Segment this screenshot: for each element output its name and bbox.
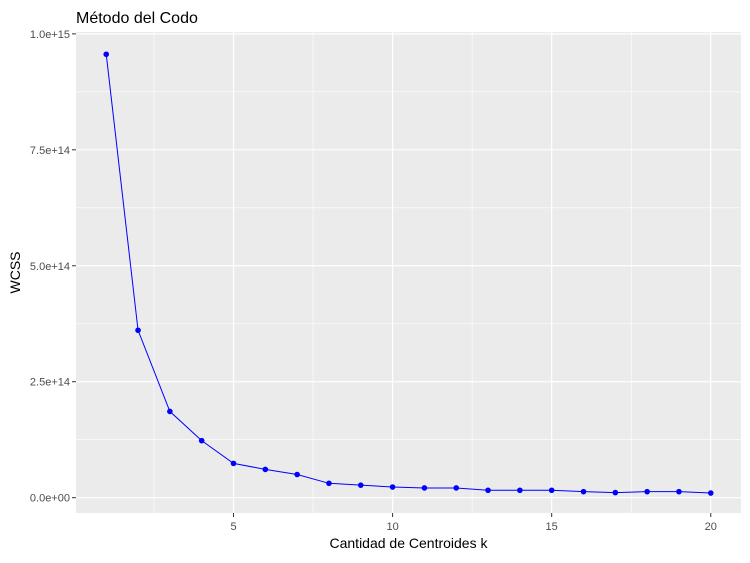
data-point	[485, 487, 491, 494]
data-point	[294, 471, 300, 478]
y-tick-label: 2.5e+14	[30, 377, 70, 389]
data-point	[676, 488, 682, 495]
y-tick-label: 0.0e+00	[30, 493, 70, 505]
data-series	[103, 51, 714, 496]
data-point	[612, 489, 619, 496]
data-point	[167, 408, 173, 415]
x-tick-label: 15	[546, 521, 558, 533]
data-point	[421, 485, 428, 491]
data-point	[357, 482, 364, 488]
x-tick-label: 5	[230, 521, 236, 533]
y-tick-label: 1.0e+15	[30, 29, 70, 41]
data-point	[103, 51, 110, 58]
data-point	[389, 484, 396, 490]
series-line	[105, 54, 711, 494]
data-point	[517, 487, 523, 494]
x-tick-label: 10	[386, 521, 398, 533]
y-axis-label: WCSS	[7, 252, 23, 294]
plot-panel	[76, 32, 741, 513]
data-point	[644, 488, 650, 495]
data-point	[707, 490, 714, 496]
x-tick-label: 20	[705, 521, 717, 533]
data-point	[548, 487, 555, 494]
data-point	[230, 460, 237, 467]
data-point	[135, 327, 141, 334]
grid	[76, 32, 741, 513]
y-tick-label: 5.0e+14	[30, 261, 70, 273]
data-point	[198, 437, 205, 444]
x-axis: 5 10 15 20	[230, 513, 717, 533]
x-axis-label: Cantidad de Centroides k	[330, 535, 489, 551]
data-point	[326, 480, 332, 487]
data-point	[453, 485, 460, 491]
chart-title: Método del Codo	[76, 10, 198, 27]
data-point	[580, 488, 587, 495]
data-point	[262, 466, 269, 473]
y-axis: 0.0e+00 2.5e+14 5.0e+14 7.5e+14 1.0e+15	[30, 29, 76, 505]
y-tick-label: 7.5e+14	[30, 145, 70, 157]
